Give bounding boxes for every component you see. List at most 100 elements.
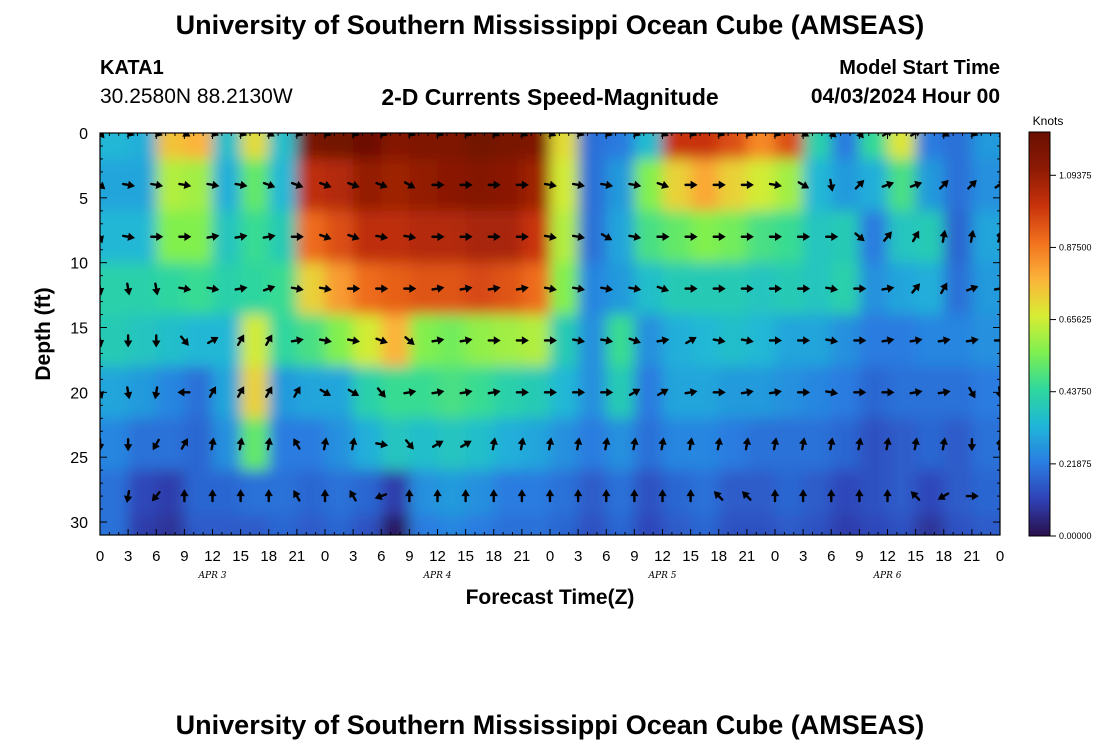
- arrow-head: [914, 388, 923, 397]
- current-arrow: [375, 180, 388, 189]
- arrow-head: [236, 334, 245, 343]
- current-arrow: [290, 284, 304, 293]
- y-tick-label: 20: [70, 385, 88, 402]
- arrow-head: [464, 336, 473, 345]
- x-tick-label: 0: [96, 548, 104, 565]
- arrow-head: [803, 336, 811, 345]
- heat-cell: [296, 515, 326, 535]
- x-tick-label: 6: [152, 548, 160, 565]
- arrow-head: [437, 180, 445, 190]
- arrow-head: [436, 133, 445, 137]
- arrow-head: [320, 437, 330, 445]
- heat-cell: [831, 470, 860, 517]
- current-arrow: [405, 489, 414, 503]
- arrow-head: [323, 133, 332, 137]
- arrow-head: [746, 232, 754, 241]
- y-tick-label: 25: [70, 450, 88, 467]
- arrow-head: [803, 388, 811, 397]
- arrow-head: [374, 492, 383, 501]
- current-arrow: [262, 232, 276, 241]
- current-arrow: [940, 282, 948, 295]
- arrow-head: [236, 386, 245, 395]
- arrow-head: [717, 133, 726, 137]
- heat-cell: [831, 418, 860, 471]
- heat-cell: [859, 133, 889, 160]
- current-arrow: [431, 440, 444, 448]
- heat-cell: [915, 262, 945, 316]
- y-tick-label: 30: [70, 515, 88, 532]
- heat-cell: [943, 158, 973, 212]
- current-arrow: [346, 284, 361, 293]
- heat-cell: [240, 133, 270, 160]
- current-arrow: [318, 336, 332, 345]
- current-arrow: [630, 437, 639, 451]
- heat-cell: [521, 470, 551, 517]
- heat-cell: [240, 366, 270, 419]
- arrow-head: [686, 489, 695, 497]
- arrow-head: [912, 283, 921, 292]
- arrow-head: [718, 180, 726, 190]
- arrow-head: [184, 232, 192, 241]
- y-tick-label: 15: [70, 321, 88, 338]
- colorbar-unit: Knots: [1033, 114, 1064, 128]
- current-arrow: [770, 437, 780, 451]
- heat-cell: [128, 515, 157, 535]
- current-arrow: [206, 284, 220, 293]
- arrow-head: [968, 179, 977, 188]
- heat-cell: [887, 515, 917, 535]
- arrow-head: [859, 336, 867, 345]
- heat-cell: [915, 158, 945, 212]
- arrow-head: [774, 180, 782, 190]
- current-arrow: [909, 388, 923, 397]
- arrow-head: [742, 437, 752, 445]
- current-arrow: [768, 180, 782, 190]
- current-arrow: [403, 284, 417, 293]
- arrow-head: [855, 489, 864, 497]
- arrow-head: [1000, 336, 1007, 344]
- arrow-head: [658, 489, 667, 497]
- arrow-head: [856, 179, 865, 188]
- arrow-head: [100, 235, 104, 244]
- colorbar-tick-label: 0.00000: [1059, 531, 1092, 541]
- current-arrow: [433, 489, 442, 503]
- arrow-head: [940, 282, 948, 291]
- current-arrow: [100, 438, 105, 452]
- arrow-head: [859, 284, 867, 293]
- arrow-head: [435, 440, 444, 448]
- current-arrow: [854, 133, 864, 139]
- current-arrow: [459, 180, 473, 190]
- current-arrow: [403, 388, 417, 397]
- arrow-head: [211, 180, 220, 190]
- current-arrow: [712, 180, 726, 190]
- heat-cell: [184, 470, 214, 517]
- current-arrow: [573, 437, 583, 451]
- current-arrow: [293, 386, 301, 398]
- arrow-head: [630, 489, 639, 497]
- arrow-head: [741, 491, 750, 500]
- arrow-head: [775, 284, 782, 293]
- arrow-head: [859, 388, 867, 397]
- arrow-head: [967, 229, 977, 238]
- current-arrow: [375, 336, 388, 345]
- arrow-head: [464, 284, 473, 293]
- colorbar-tick-label: 0.87500: [1059, 242, 1092, 252]
- current-arrow: [208, 386, 217, 398]
- current-arrow: [571, 388, 586, 397]
- current-arrow: [965, 491, 979, 501]
- heat-cell: [803, 470, 832, 517]
- heat-cell: [915, 133, 945, 160]
- current-arrow: [939, 229, 948, 243]
- arrow-head: [296, 336, 304, 345]
- arrow-head: [686, 437, 695, 445]
- arrow-head: [521, 284, 529, 293]
- y-axis-label: Depth (ft): [32, 287, 55, 380]
- current-arrow: [854, 179, 865, 190]
- heat-cell: [971, 133, 1000, 160]
- current-arrow: [684, 180, 698, 190]
- arrow-head: [911, 437, 920, 445]
- x-tick-label: 6: [377, 548, 385, 565]
- current-arrow: [742, 437, 752, 451]
- y-tick-label: 5: [79, 191, 88, 208]
- heat-cell: [240, 314, 270, 368]
- heat-cell: [493, 418, 523, 471]
